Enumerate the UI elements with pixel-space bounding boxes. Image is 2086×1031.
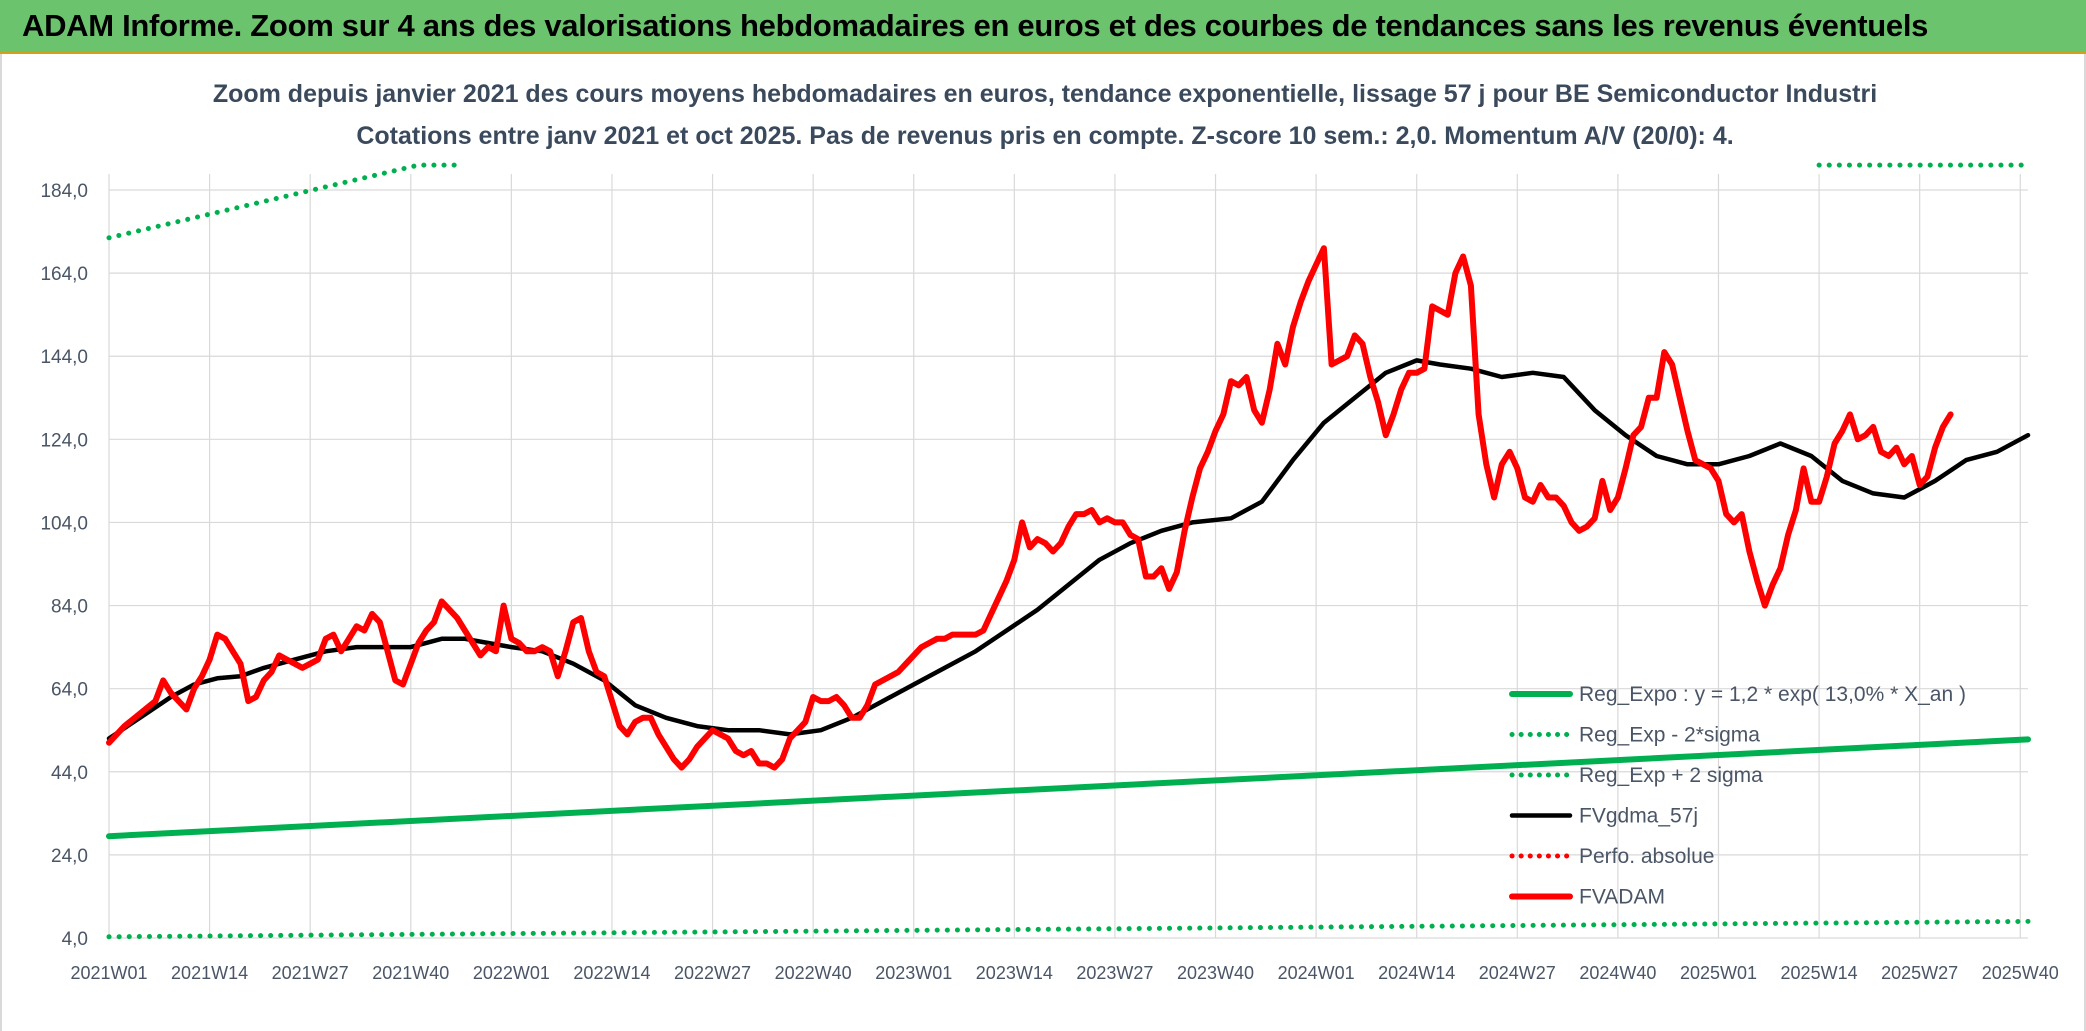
x-tick-label: 2022W01 xyxy=(473,963,550,983)
legend: Reg_Expo : y = 1,2 * exp( 13,0% * X_an )… xyxy=(1509,683,1966,909)
y-tick-label: 44,0 xyxy=(51,763,88,784)
x-tick-label: 2021W40 xyxy=(372,963,449,983)
chart-title: Zoom depuis janvier 2021 des cours moyen… xyxy=(213,80,1877,108)
x-tick-label: 2022W27 xyxy=(674,963,751,983)
y-tick-label: 4,0 xyxy=(62,929,88,950)
reg-exp-minus-2sigma-line xyxy=(106,918,2031,940)
line-chart: Zoom depuis janvier 2021 des cours moyen… xyxy=(40,80,2058,983)
reg-exp-plus-2sigma-line xyxy=(106,162,460,241)
x-tick-label: 2025W40 xyxy=(1982,963,2059,983)
x-axis: 2021W01 2021W14 2021W27 2021W40 2022W01 2022W… xyxy=(70,963,2058,983)
x-tick-label: 2023W14 xyxy=(976,963,1053,983)
reg-expo-line xyxy=(106,736,2031,840)
plot-series xyxy=(106,162,2031,940)
x-tick-label: 2024W40 xyxy=(1579,963,1656,983)
y-axis: 4,0 24,0 44,0 64,0 84,0 104,0 124,0 144,0 164,0 1… xyxy=(40,181,88,950)
banner-title: ADAM Informe. Zoom sur 4 ans des valoris… xyxy=(22,8,1929,43)
legend-label: Reg_Exp - 2*sigma xyxy=(1579,724,1760,747)
x-tick-label: 2023W40 xyxy=(1177,963,1254,983)
grid xyxy=(108,174,2028,939)
y-tick-label: 104,0 xyxy=(40,513,88,534)
y-tick-label: 164,0 xyxy=(40,264,88,285)
y-tick-label: 84,0 xyxy=(51,597,88,618)
x-tick-label: 2024W14 xyxy=(1378,963,1455,983)
x-tick-label: 2025W27 xyxy=(1881,963,1958,983)
fvadam-line xyxy=(106,245,1954,771)
chart-area: Zoom depuis janvier 2021 des cours moyen… xyxy=(0,54,2086,1031)
y-tick-label: 124,0 xyxy=(40,430,88,451)
legend-label: Perfo. absolue xyxy=(1579,845,1714,868)
y-tick-label: 24,0 xyxy=(51,846,88,867)
legend-label: Reg_Exp + 2 sigma xyxy=(1579,764,1763,787)
x-tick-label: 2024W01 xyxy=(1278,963,1355,983)
y-tick-label: 64,0 xyxy=(51,680,88,701)
x-tick-label: 2021W01 xyxy=(70,963,147,983)
x-tick-label: 2025W01 xyxy=(1680,963,1757,983)
y-tick-label: 144,0 xyxy=(40,347,88,368)
x-tick-label: 2021W27 xyxy=(272,963,349,983)
x-tick-label: 2022W14 xyxy=(573,963,650,983)
x-tick-label: 2023W01 xyxy=(875,963,952,983)
x-tick-label: 2025W14 xyxy=(1781,963,1858,983)
legend-label: FVgdma_57j xyxy=(1579,805,1698,828)
legend-label: Reg_Expo : y = 1,2 * exp( 13,0% * X_an ) xyxy=(1579,683,1966,706)
y-tick-label: 184,0 xyxy=(40,181,88,202)
chart-subtitle: Cotations entre janv 2021 et oct 2025. P… xyxy=(356,122,1733,150)
legend-label: FVADAM xyxy=(1579,886,1665,909)
x-tick-label: 2021W14 xyxy=(171,963,248,983)
title-banner: ADAM Informe. Zoom sur 4 ans des valoris… xyxy=(0,0,2086,54)
x-tick-label: 2023W27 xyxy=(1076,963,1153,983)
x-tick-label: 2024W27 xyxy=(1479,963,1556,983)
x-tick-label: 2022W40 xyxy=(775,963,852,983)
